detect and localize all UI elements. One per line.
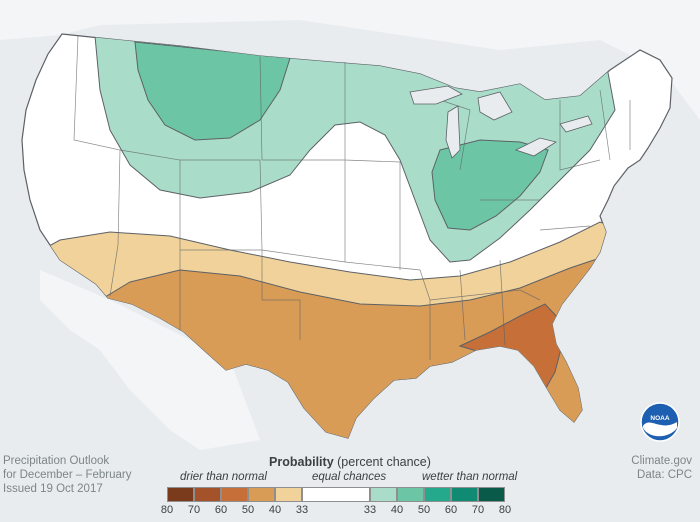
data-source: Data: CPC	[637, 469, 692, 481]
caption-line-1: Precipitation Outlook	[3, 455, 110, 467]
legend-drier-label: drier than normal	[180, 471, 267, 483]
legend-tick: 50	[241, 504, 255, 516]
legend-title-rest: (percent chance)	[337, 455, 431, 469]
swatch-wet-70	[451, 487, 478, 502]
swatch-wet-60	[424, 487, 451, 502]
map-caption: Precipitation Outlook for December – Feb…	[3, 454, 183, 496]
swatch-equal-chances	[302, 487, 370, 502]
swatch-dry-50	[248, 487, 275, 502]
legend-tick: 33	[363, 504, 377, 516]
swatch-wet-80	[478, 487, 505, 502]
swatch-dry-60	[221, 487, 248, 502]
legend-tick: 33	[295, 504, 309, 516]
caption-line-3: Issued 19 Oct 2017	[3, 483, 103, 495]
source-credit: Climate.gov	[631, 455, 692, 467]
wet-40-50-northwest-region	[134, 41, 291, 141]
great-lakes	[409, 85, 593, 159]
data-credit: Climate.gov Data: CPC	[572, 454, 692, 482]
legend-title-bold: Probability	[269, 455, 334, 469]
legend-tick: 80	[160, 504, 174, 516]
swatch-wet-40	[370, 487, 397, 502]
legend-tick: 40	[390, 504, 404, 516]
legend-tick: 70	[187, 504, 201, 516]
legend-tick: 60	[444, 504, 458, 516]
legend-color-bar	[167, 487, 505, 502]
caption-line-2: for December – February	[3, 469, 132, 481]
swatch-dry-40	[275, 487, 302, 502]
mexico-landmass	[40, 270, 260, 450]
swatch-wet-50	[397, 487, 424, 502]
legend-tick: 70	[471, 504, 485, 516]
state-boundaries	[73, 35, 631, 360]
legend-tick: 50	[417, 504, 431, 516]
probability-legend: Probability (percent chance) drier than …	[150, 451, 550, 521]
canada-landmass	[0, 0, 700, 120]
legend-equal-label: equal chances	[312, 471, 387, 483]
swatch-dry-70	[194, 487, 221, 502]
noaa-logo-text: NOAA	[650, 415, 669, 422]
noaa-logo-icon: NOAA	[640, 402, 680, 442]
legend-tick: 60	[214, 504, 228, 516]
swatch-dry-80	[167, 487, 194, 502]
legend-wetter-label: wetter than normal	[422, 471, 518, 483]
legend-ticks: 80 70 60 50 40 33 33 40 50 60 70 80	[150, 504, 550, 518]
legend-tick: 80	[498, 504, 512, 516]
legend-tick: 40	[268, 504, 282, 516]
legend-title: Probability (percent chance)	[150, 455, 550, 469]
